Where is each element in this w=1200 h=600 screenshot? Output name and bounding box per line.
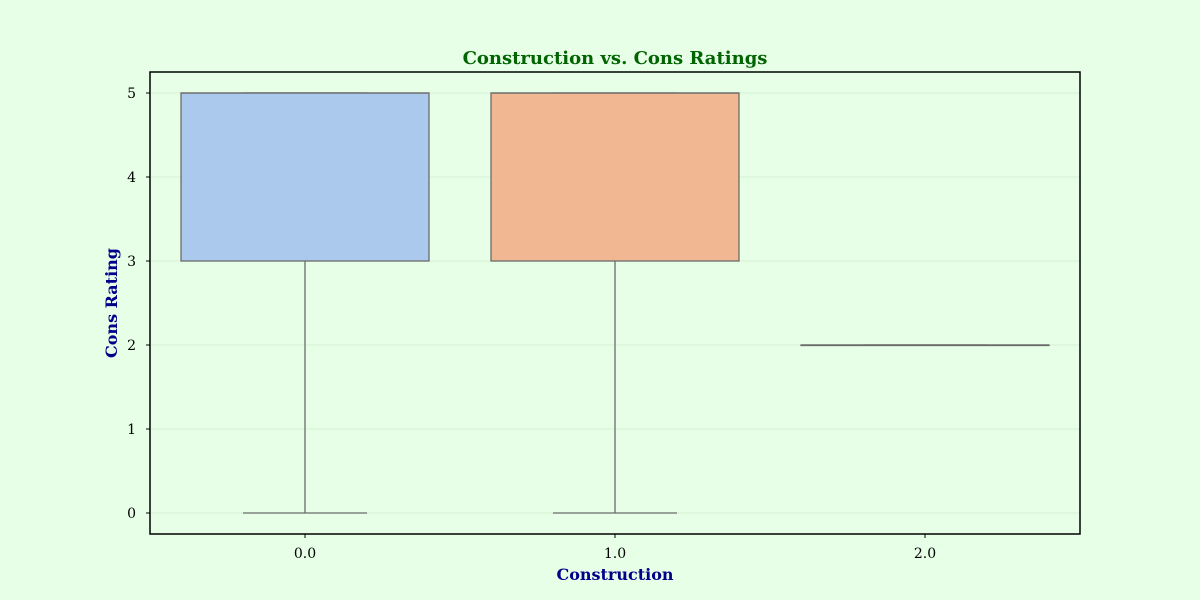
y-tick-label: 0 (127, 506, 136, 522)
x-tick-label: 1.0 (604, 546, 626, 562)
box-body (490, 92, 740, 262)
box-2.0 (800, 344, 1050, 347)
y-tick-label: 5 (127, 86, 136, 102)
x-axis-label: Construction (556, 565, 673, 584)
x-tick-label: 0.0 (294, 546, 316, 562)
box-body (180, 92, 430, 262)
y-tick-label: 4 (127, 170, 136, 186)
chart-title: Construction vs. Cons Ratings (463, 48, 768, 69)
box-0.0 (180, 92, 430, 514)
x-ticks: 0.0 1.0 2.0 (294, 534, 936, 562)
y-ticks: 0 1 2 3 4 5 (127, 86, 150, 522)
x-tick-label: 2.0 (914, 546, 936, 562)
y-tick-label: 3 (127, 254, 136, 270)
boxes (180, 92, 1050, 514)
y-axis-label: Cons Rating (102, 248, 121, 358)
box-1.0 (490, 92, 740, 514)
y-tick-label: 2 (127, 338, 136, 354)
y-tick-label: 1 (127, 422, 136, 438)
